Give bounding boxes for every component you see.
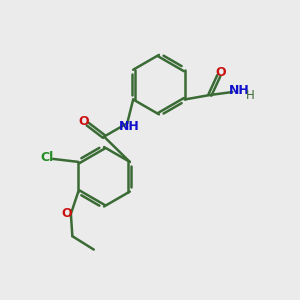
Text: O: O (215, 66, 226, 79)
Text: O: O (79, 115, 89, 128)
Text: NH: NH (228, 84, 249, 97)
Text: NH: NH (119, 120, 140, 133)
Text: Cl: Cl (40, 151, 54, 164)
Text: O: O (61, 207, 72, 220)
Text: H: H (246, 88, 255, 101)
